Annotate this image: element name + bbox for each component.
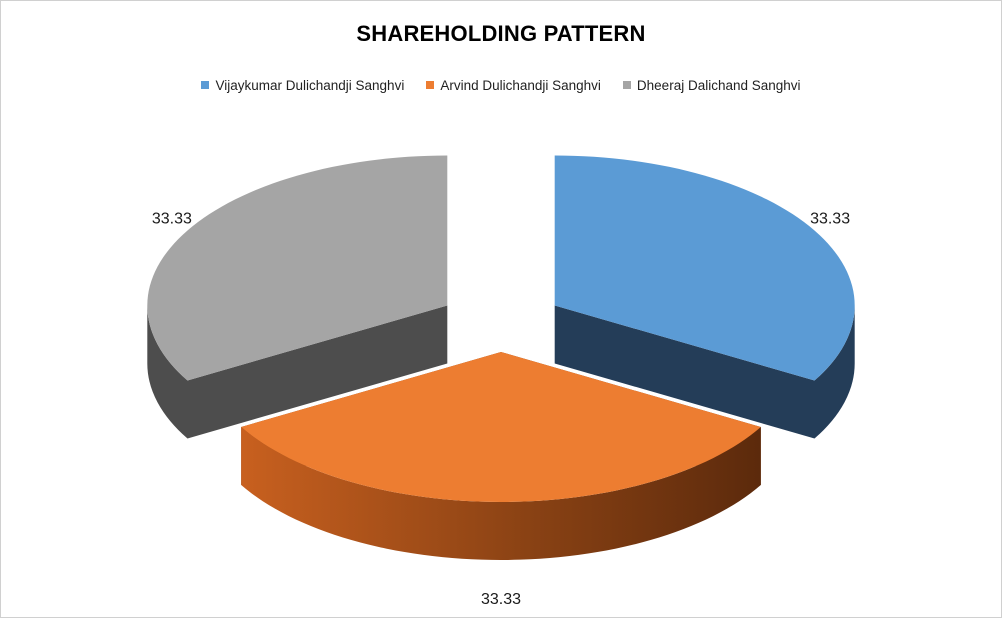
pie-slice-1 — [241, 352, 761, 560]
data-label: 33.33 — [810, 211, 850, 228]
legend-swatch — [426, 81, 435, 89]
legend: Vijaykumar Dulichandji Sanghvi Arvind Du… — [1, 75, 1001, 95]
pie-slice-top — [241, 352, 761, 502]
legend-label: Dheeraj Dalichand Sanghvi — [636, 77, 801, 93]
legend-label: Arvind Dulichandji Sanghvi — [440, 77, 601, 93]
legend-swatch — [622, 81, 631, 89]
pie-slice-wall — [554, 305, 815, 439]
pie-slice-side — [147, 305, 188, 439]
legend-item-dheeraj: Dheeraj Dalichand Sanghvi — [622, 75, 801, 95]
data-label: 33.33 — [152, 211, 192, 228]
legend-item-vijaykumar: Vijaykumar Dulichandji Sanghvi — [201, 75, 404, 95]
pie-slice-top — [554, 155, 855, 381]
pie-slice-wall — [187, 305, 448, 439]
pie-slice-side — [241, 427, 761, 560]
legend-swatch — [201, 81, 210, 89]
pie-slice-2 — [147, 155, 448, 439]
data-label: 33.33 — [481, 591, 521, 608]
legend-label: Vijaykumar Dulichandji Sanghvi — [215, 77, 405, 93]
pie-slice-top — [147, 155, 448, 381]
chart-title: SHAREHOLDING PATTERN — [356, 21, 646, 46]
pie-slice-side — [814, 305, 855, 439]
legend-item-arvind: Arvind Dulichandji Sanghvi — [426, 75, 601, 95]
pie-slice-0 — [554, 155, 855, 439]
